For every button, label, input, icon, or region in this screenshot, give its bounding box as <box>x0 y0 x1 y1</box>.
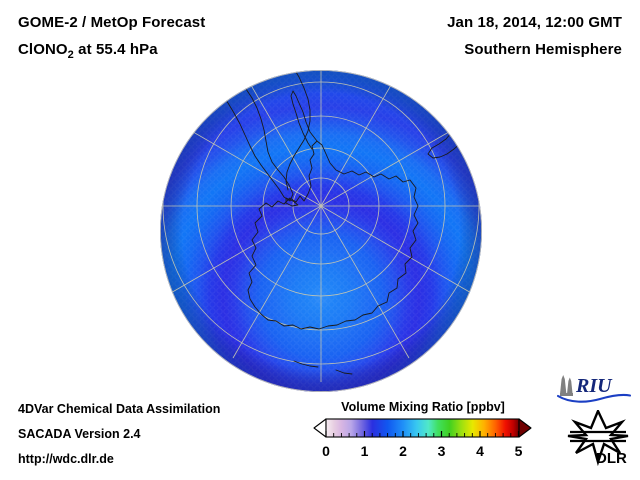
species-level-label: ClONO2 at 55.4 hPa <box>18 41 158 61</box>
coastline-tierra-del-fuego <box>285 197 299 207</box>
method-label: 4DVar Chemical Data Assimilation <box>18 402 221 416</box>
coastline-australia <box>435 70 476 123</box>
version-label: SACADA Version 2.4 <box>18 427 141 441</box>
region-label: Southern Hemisphere <box>464 41 622 58</box>
colorbar-tick-2: 2 <box>399 443 407 459</box>
colorbar-minor-ticks <box>333 433 512 437</box>
datetime-label: Jan 18, 2014, 12:00 GMT <box>447 14 622 31</box>
website-url[interactable]: http://wdc.dlr.de <box>18 452 114 466</box>
riu-wordmark: RIU <box>575 375 613 397</box>
colorbar-gradient-bar <box>325 418 520 438</box>
colorbar-tick-labels: 0 1 2 3 4 5 <box>312 443 534 465</box>
colorbar-major-ticks <box>325 431 520 437</box>
dlr-mark-icon <box>567 410 629 466</box>
colorbar-tick-0: 0 <box>322 443 330 459</box>
coastline-islands <box>293 360 353 375</box>
graticule <box>160 70 482 382</box>
colorbar-tick-4: 4 <box>476 443 484 459</box>
colorbar-tick-5: 5 <box>514 443 523 459</box>
globe-limb-outline <box>160 70 482 392</box>
pressure-level-text: at 55.4 hPa <box>73 41 158 58</box>
colorbar-swatch <box>313 418 532 438</box>
globe-map <box>160 70 482 392</box>
colorbar-tick-3: 3 <box>437 443 446 459</box>
page-title: GOME-2 / MetOp Forecast <box>18 14 206 31</box>
colorbar-tick-1: 1 <box>360 443 369 459</box>
colorbar-title: Volume Mixing Ratio [ppbv] <box>341 400 505 414</box>
riu-swoosh-icon <box>556 393 632 403</box>
orthographic-projection-svg <box>160 70 482 392</box>
species-formula-prefix: ClONO <box>18 41 68 58</box>
dlr-wordmark: DLR <box>596 450 627 466</box>
colorbar-min-extend-arrow <box>313 418 327 438</box>
riu-towers-icon <box>560 375 573 396</box>
colorbar-max-extend-arrow <box>518 418 532 438</box>
riu-logo: RIU <box>556 375 632 403</box>
coastline-antarctic-peninsula <box>290 90 318 150</box>
dlr-logo: DLR <box>567 410 629 466</box>
species-formula-subscript: 2 <box>67 49 74 61</box>
colorbar: Volume Mixing Ratio [ppbv] <box>312 400 534 472</box>
